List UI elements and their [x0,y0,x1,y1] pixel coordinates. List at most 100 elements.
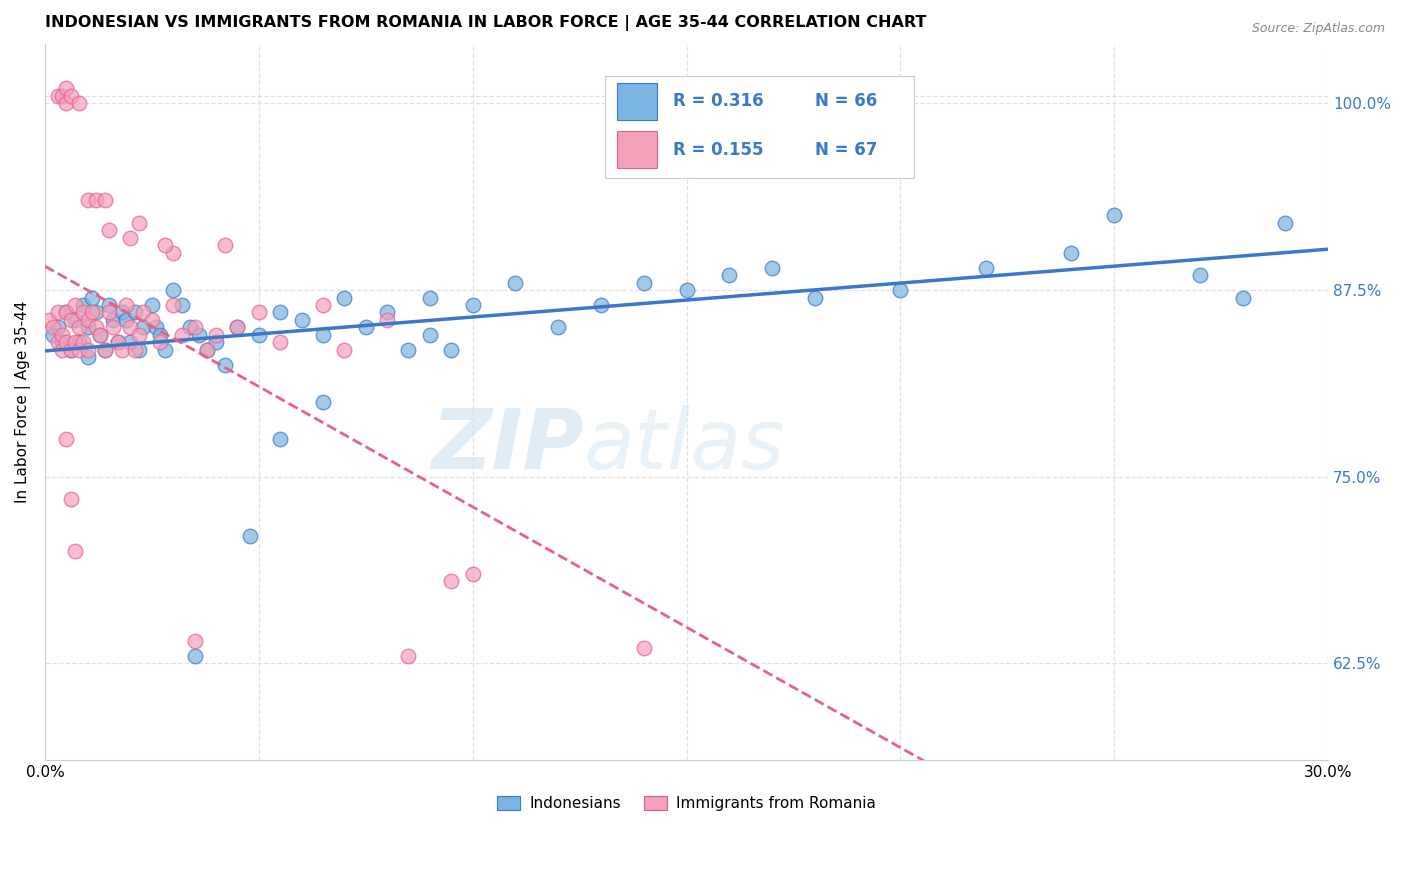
Bar [617,131,657,168]
Point [398,648,420,663]
Point [124,343,146,357]
Point [761,260,783,275]
Point [226,320,249,334]
Point [103,320,125,334]
Point [269,335,291,350]
Point [375,305,398,319]
Point [269,305,291,319]
Point [89,327,111,342]
Text: atlas: atlas [583,405,786,485]
Point [889,283,911,297]
Point [187,327,209,342]
Point [120,231,142,245]
Point [59,492,82,507]
Point [51,335,73,350]
Point [141,298,163,312]
Point [98,298,121,312]
Point [547,320,569,334]
Bar [617,83,657,120]
Point [170,298,193,312]
Point [55,81,77,95]
Point [98,223,121,237]
Point [80,291,103,305]
Point [440,343,463,357]
Point [46,335,69,350]
Point [226,320,249,334]
Point [115,298,138,312]
Point [120,320,142,334]
Point [107,335,129,350]
Point [120,335,142,350]
Point [94,343,117,357]
Point [72,298,94,312]
Point [51,327,73,342]
Point [1104,208,1126,222]
Point [589,298,612,312]
Point [67,320,90,334]
Point [107,335,129,350]
Point [51,343,73,357]
Point [42,327,65,342]
Y-axis label: In Labor Force | Age 35-44: In Labor Force | Age 35-44 [15,301,31,503]
Point [84,194,107,208]
Point [239,529,262,543]
Point [312,298,335,312]
Point [149,327,172,342]
Point [128,343,150,357]
Point [55,433,77,447]
Point [398,343,420,357]
Point [59,89,82,103]
Point [115,313,138,327]
Point [312,395,335,409]
Point [76,350,98,364]
Text: R = 0.155: R = 0.155 [672,141,763,159]
Point [461,566,484,581]
Point [59,313,82,327]
Point [145,320,167,334]
Point [76,194,98,208]
Point [76,313,98,327]
Point [149,335,172,350]
Point [42,320,65,334]
Point [170,327,193,342]
Text: N = 66: N = 66 [815,93,877,111]
Point [67,96,90,111]
Point [63,313,86,327]
Point [1188,268,1211,282]
Point [333,343,356,357]
Point [103,313,125,327]
Point [141,313,163,327]
Point [162,245,184,260]
Point [153,343,176,357]
Point [67,343,90,357]
Point [84,320,107,334]
Point [214,238,236,252]
Point [132,320,155,334]
Point [76,343,98,357]
Point [804,291,827,305]
Point [633,641,655,656]
Point [55,305,77,319]
Point [72,305,94,319]
Point [1060,245,1083,260]
Point [183,634,205,648]
Point [269,433,291,447]
Point [38,313,60,327]
Point [1274,216,1296,230]
Legend: Indonesians, Immigrants from Romania: Indonesians, Immigrants from Romania [491,789,882,817]
Point [419,291,441,305]
Text: Source: ZipAtlas.com: Source: ZipAtlas.com [1251,22,1385,36]
Point [98,305,121,319]
Point [76,320,98,334]
Text: ZIP: ZIP [432,405,583,485]
Point [675,283,697,297]
Point [505,276,527,290]
Point [128,327,150,342]
Point [46,89,69,103]
Point [162,298,184,312]
Point [974,260,997,275]
Point [162,283,184,297]
Point [1232,291,1254,305]
Point [179,320,201,334]
Point [128,216,150,230]
